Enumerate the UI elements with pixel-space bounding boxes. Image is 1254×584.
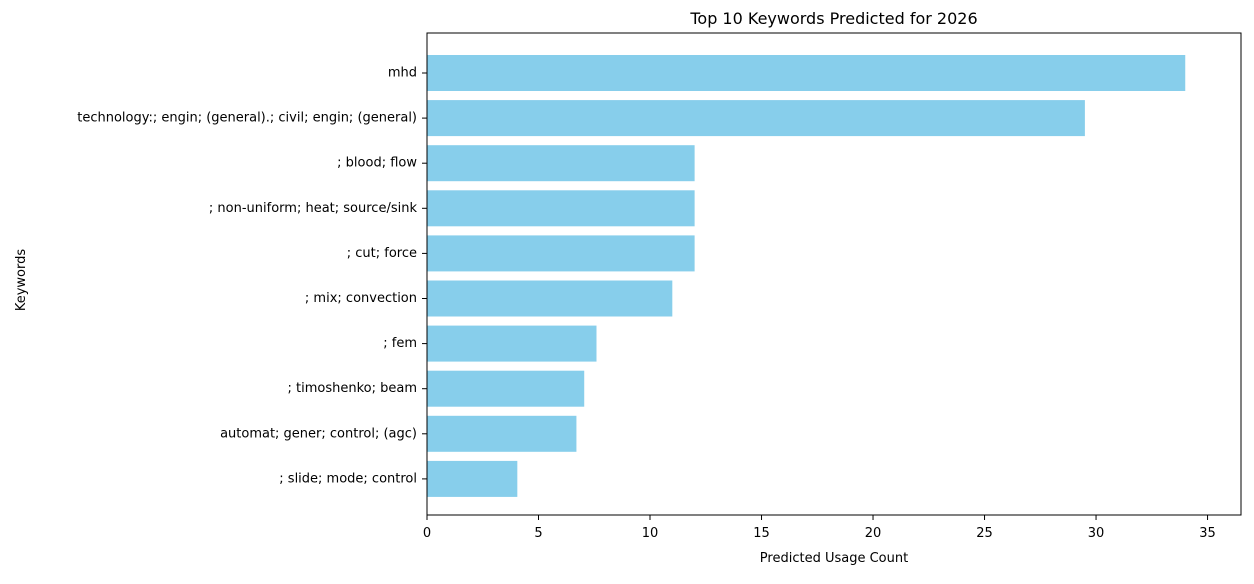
x-tick-label: 20 xyxy=(865,526,882,541)
bar xyxy=(427,145,695,182)
bar xyxy=(427,235,695,272)
bars-group xyxy=(427,55,1186,497)
x-tick-label: 0 xyxy=(423,526,431,541)
bar xyxy=(427,325,597,362)
bar xyxy=(427,55,1186,91)
y-tick-label: ; slide; mode; control xyxy=(279,471,417,486)
y-axis-label: Keywords xyxy=(14,249,29,312)
y-tick-label: ; cut; force xyxy=(347,246,417,261)
y-axis-ticks: mhd technology:; engin; (general).; civil… xyxy=(77,66,427,486)
y-tick-label: ; blood; flow xyxy=(337,156,417,171)
bar xyxy=(427,415,577,452)
bar xyxy=(427,190,695,227)
x-tick-label: 15 xyxy=(753,526,770,541)
bar xyxy=(427,370,585,407)
y-tick-label: mhd xyxy=(388,66,417,81)
y-tick-label: ; fem xyxy=(383,336,417,351)
y-tick-label: ; mix; convection xyxy=(305,291,417,306)
x-tick-label: 5 xyxy=(534,526,542,541)
bar xyxy=(427,460,518,497)
x-tick-label: 30 xyxy=(1088,526,1105,541)
bar xyxy=(427,280,673,317)
x-tick-label: 25 xyxy=(976,526,993,541)
y-tick-label: ; non-uniform; heat; source/sink xyxy=(209,201,418,216)
x-tick-label: 10 xyxy=(642,526,659,541)
plot-frame xyxy=(426,32,1242,516)
bar xyxy=(427,100,1085,137)
x-axis-ticks: 0 5 10 15 20 25 30 35 xyxy=(423,515,1216,541)
y-tick-label: ; timoshenko; beam xyxy=(288,381,418,396)
y-tick-label: automat; gener; control; (agc) xyxy=(220,426,417,441)
x-axis-label: Predicted Usage Count xyxy=(760,551,908,566)
x-tick-label: 35 xyxy=(1199,526,1216,541)
chart-title: Top 10 Keywords Predicted for 2026 xyxy=(689,9,977,28)
y-tick-label: technology:; engin; (general).; civil; e… xyxy=(77,111,417,126)
